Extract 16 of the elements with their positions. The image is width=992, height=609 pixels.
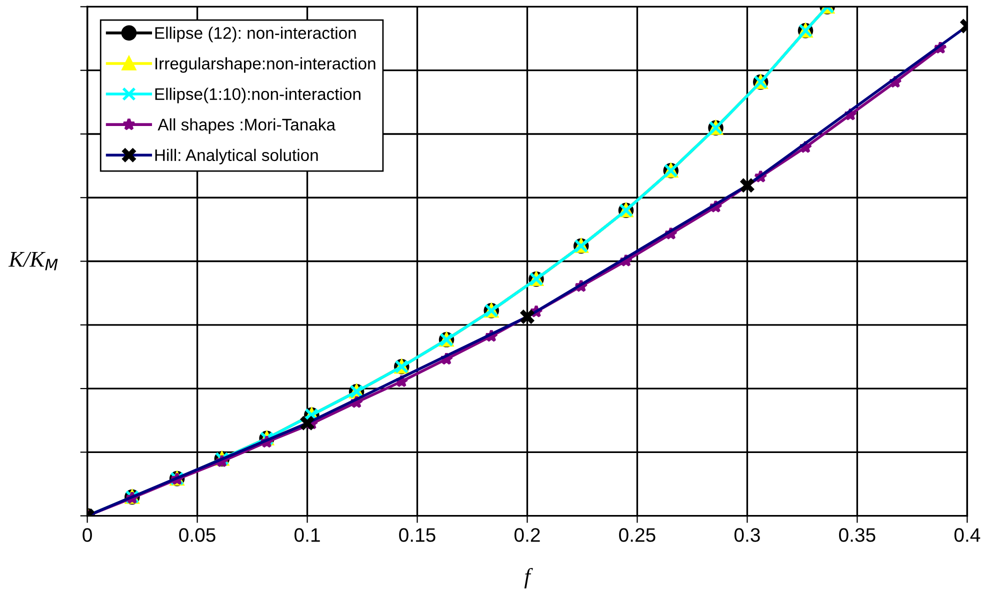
x-tick-label: 0.35	[839, 528, 876, 542]
x-tick-label: 0.4	[954, 528, 980, 542]
x-tick-label: 0.05	[179, 528, 216, 542]
x-axis-title: f	[524, 568, 533, 588]
legend-label: Ellipse(1:10):non-interaction	[155, 88, 360, 104]
legend-label: Ellipse (12): non-interaction	[155, 26, 356, 42]
x-tick-label: 0.15	[399, 528, 436, 542]
legend-label: Hill: Analytical solution	[155, 148, 318, 164]
x-tick-label: 0.25	[619, 528, 656, 542]
x-tick-label: 0.1	[294, 528, 320, 542]
legend-label: Irregularshape:non-interaction	[156, 57, 376, 73]
x-tick-label: 0.3	[734, 528, 760, 542]
x-tick-label: 0	[82, 528, 92, 542]
y-axis-title: K/K$_{M}$	[8, 252, 58, 270]
legend-label: All shapes :Mori-Tanaka	[158, 118, 336, 134]
x-tick-label: 0.2	[514, 528, 540, 542]
